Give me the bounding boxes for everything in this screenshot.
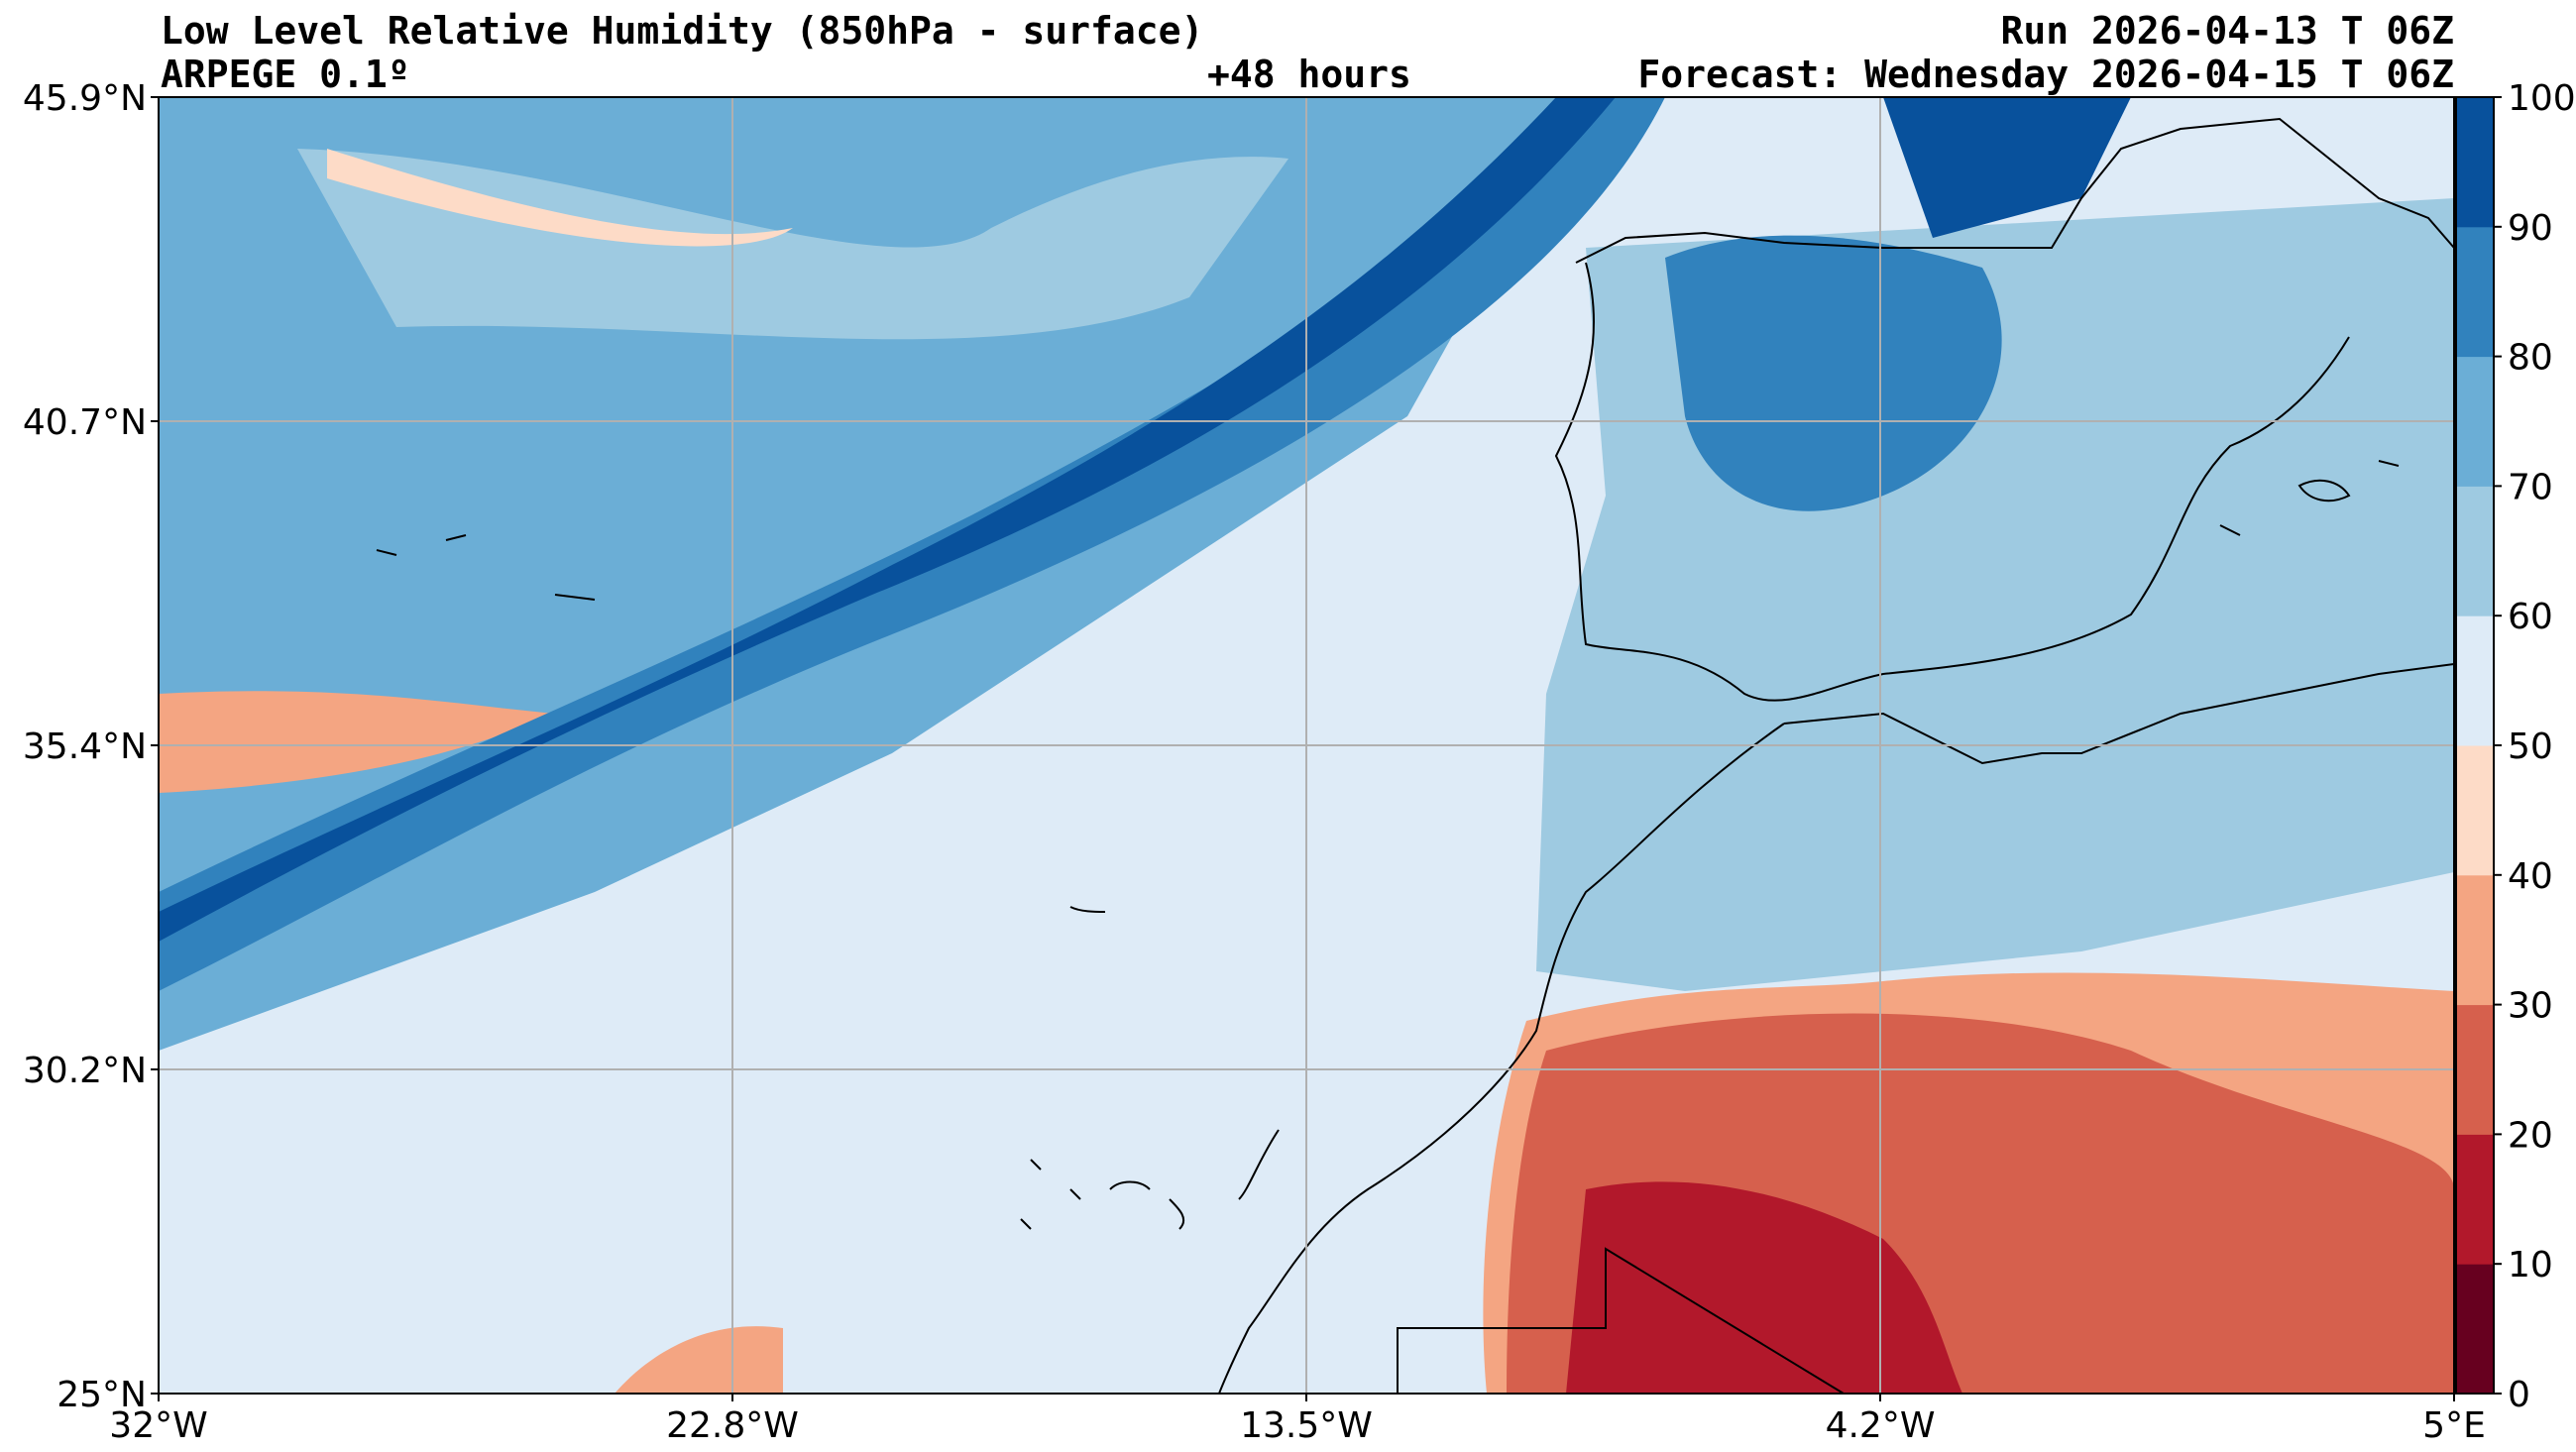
latitude-tick-label: 25°N [56,1375,147,1415]
longitude-tick-label: 5°E [2422,1405,2486,1446]
latitude-tick-labels: 45.9°N 40.7°N 35.4°N 30.2°N 25°N [23,78,159,1415]
longitude-tick-label: 22.8°W [666,1405,799,1446]
longitude-tick-label: 32°W [109,1405,207,1446]
coastlines [376,117,2454,1394]
africa-atlantic-coastline [1218,723,1785,1394]
colorbar-segment [2456,356,2494,487]
moisture-band-outer [159,97,1665,991]
run-label: Run 2026-04-13 T 06Z [2000,9,2454,53]
colorbar-tick-label: 20 [2508,1115,2553,1156]
model-label: ARPEGE 0.1º [161,53,410,96]
sahara-dry-core [1566,1181,1962,1394]
forecast-label: Forecast: Wednesday 2026-04-15 T 06Z [1637,53,2454,96]
colorbar-tick-label: 30 [2508,986,2553,1027]
latitude-tick-label: 30.2°N [23,1051,147,1091]
colorbar-segment [2456,1264,2494,1395]
colorbar-tick-label: 70 [2508,467,2553,507]
colorbar-segment [2456,226,2494,358]
north-coastline [1575,117,2454,264]
southwest-dry-patch [615,1326,783,1394]
map-title: Low Level Relative Humidity (850hPa - su… [161,9,1204,53]
balearic-islands [2219,460,2400,536]
longitude-tick-labels: 32°W 22.8°W 13.5°W 4.2°W 5°E [109,1394,2486,1446]
colorbar-segment [2456,874,2494,1006]
longitude-tick-label: 4.2°W [1826,1405,1936,1446]
colorbar-tick-label: 90 [2508,208,2553,249]
west-dry-streak [159,691,555,793]
nw-moist-band [297,149,1288,340]
latitude-tick-label: 35.4°N [23,726,147,767]
latitude-tick-label: 45.9°N [23,78,147,119]
colorbar-tick-label: 10 [2508,1245,2553,1285]
colorbar-tick-label: 80 [2508,338,2553,379]
canary-islands [1020,1129,1280,1230]
iberia-coastline [1554,262,2350,702]
moisture-band-core [159,97,1616,942]
colorbar-segment [2456,745,2494,876]
atlantic-islands [376,534,1106,913]
latitude-tick-label: 40.7°N [23,402,147,443]
colorbar-tick-label: 100 [2508,78,2576,119]
colorbar-tick-label: 0 [2508,1375,2530,1415]
colorbar [2455,96,2495,1395]
biscay-moist-core [1883,97,2131,238]
political-border [1397,1247,1845,1394]
longitude-tick-label: 13.5°W [1240,1405,1373,1446]
colorbar-tick-label: 40 [2508,856,2553,897]
lead-time-label: +48 hours [1207,53,1411,96]
colorbar-segment [2456,1004,2494,1135]
gridlines [159,97,2454,1394]
africa-med-coastline [1783,663,2454,765]
colorbar-segment [2456,1134,2494,1265]
colorbar-tick-label: 60 [2508,597,2553,637]
colorbar-segment [2456,486,2494,616]
iberia-moist-core [1665,235,2002,511]
colorbar-segment [2456,615,2494,746]
colorbar-segment [2456,97,2494,228]
colorbar-tick-label: 50 [2508,726,2553,767]
nw-dry-streak [327,149,793,247]
